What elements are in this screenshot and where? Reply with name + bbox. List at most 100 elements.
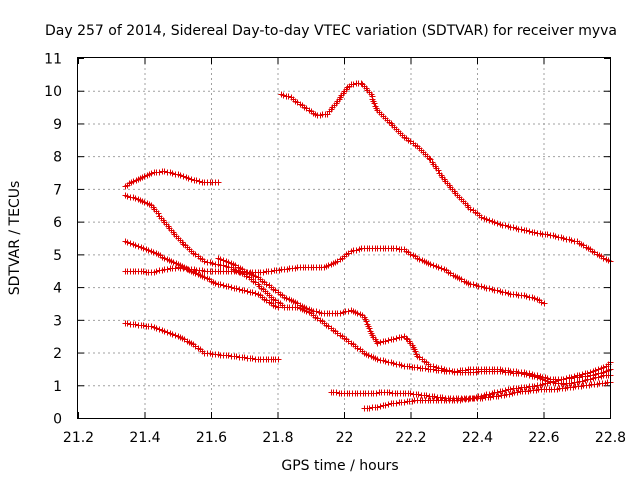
data-point [587, 376, 594, 383]
data-point [365, 352, 372, 359]
data-point [209, 260, 216, 267]
data-point [600, 364, 607, 371]
data-point [422, 365, 429, 372]
y-tick-label: 6 [53, 215, 62, 231]
data-point [494, 389, 501, 396]
series-arc-9 [361, 359, 614, 412]
data-point [201, 258, 208, 265]
x-tick-label: 22.4 [462, 430, 493, 446]
data-point [510, 224, 517, 231]
series-arc-7 [278, 80, 614, 265]
data-point [470, 395, 477, 402]
data-point [192, 270, 199, 277]
data-point [220, 257, 227, 264]
data-point [438, 265, 445, 272]
data-point [228, 284, 235, 291]
data-point [382, 358, 389, 365]
x-tick-label: 21.2 [63, 430, 94, 446]
data-point [486, 285, 493, 292]
data-point [377, 403, 384, 410]
data-point [217, 256, 224, 263]
data-point [568, 237, 575, 244]
data-point [241, 354, 248, 361]
data-point [164, 329, 171, 336]
x-tick-label: 21.4 [129, 430, 160, 446]
data-point [600, 255, 607, 262]
data-point [507, 369, 514, 376]
data-point [386, 389, 393, 396]
data-point [491, 219, 498, 226]
data-point [478, 214, 485, 221]
data-point [435, 264, 442, 271]
data-point [403, 335, 410, 342]
data-point [478, 283, 485, 290]
data-point [415, 391, 422, 398]
data-point [431, 393, 438, 400]
data-point [539, 381, 546, 388]
data-point [243, 269, 250, 276]
data-point [260, 269, 267, 276]
series-arc-4 [122, 245, 548, 307]
data-point [576, 372, 583, 379]
data-point [148, 323, 155, 330]
data-point [595, 366, 602, 373]
data-point [153, 325, 160, 332]
data-point [249, 289, 256, 296]
y-tick-label: 10 [44, 84, 62, 100]
data-point [555, 377, 562, 384]
data-point [579, 371, 586, 378]
data-point [285, 93, 292, 100]
series-arc-1 [122, 168, 222, 190]
data-point [252, 273, 259, 280]
data-point [401, 399, 408, 406]
data-point [140, 268, 147, 275]
data-point [531, 373, 538, 380]
data-point [124, 193, 131, 200]
data-point [544, 380, 551, 387]
data-point [579, 378, 586, 385]
data-point [201, 274, 208, 281]
y-tick-label: 8 [53, 150, 62, 166]
data-point [148, 170, 155, 177]
data-point [374, 356, 381, 363]
data-point [494, 287, 501, 294]
data-point [398, 334, 405, 341]
y-tick-label: 11 [44, 52, 62, 68]
data-point [499, 388, 506, 395]
data-point [272, 303, 279, 310]
data-point [568, 380, 575, 387]
data-point [560, 376, 567, 383]
data-point [140, 245, 147, 252]
data-point [212, 280, 219, 287]
data-point [438, 365, 445, 372]
x-tick-label: 22.6 [528, 430, 559, 446]
data-point [592, 367, 599, 374]
data-point [215, 179, 222, 186]
data-point [538, 299, 545, 306]
x-tick-labels: 21.2 21.4 21.6 21.8 22 22.2 22.4 22.6 22.8 [63, 430, 626, 446]
data-point [430, 363, 437, 370]
data-point [390, 360, 397, 367]
data-point [350, 81, 357, 88]
data-point [156, 169, 163, 176]
y-tick-label: 3 [53, 313, 62, 329]
data-point [225, 352, 232, 359]
data-point [374, 340, 381, 347]
data-point [170, 259, 177, 266]
data-point [185, 175, 192, 182]
y-tick-label: 7 [53, 182, 62, 198]
data-point [169, 331, 176, 338]
data-point [385, 401, 392, 408]
data-point [130, 178, 137, 185]
data-point [416, 256, 423, 263]
data-point [531, 229, 538, 236]
data-point [275, 356, 282, 363]
data-point [177, 172, 184, 179]
data-point [150, 249, 157, 256]
data-point [423, 392, 430, 399]
data-point [544, 231, 551, 238]
data-point [249, 355, 256, 362]
y-tick-label: 4 [53, 281, 62, 297]
x-tick-label: 21.6 [196, 430, 227, 446]
data-point [141, 173, 148, 180]
